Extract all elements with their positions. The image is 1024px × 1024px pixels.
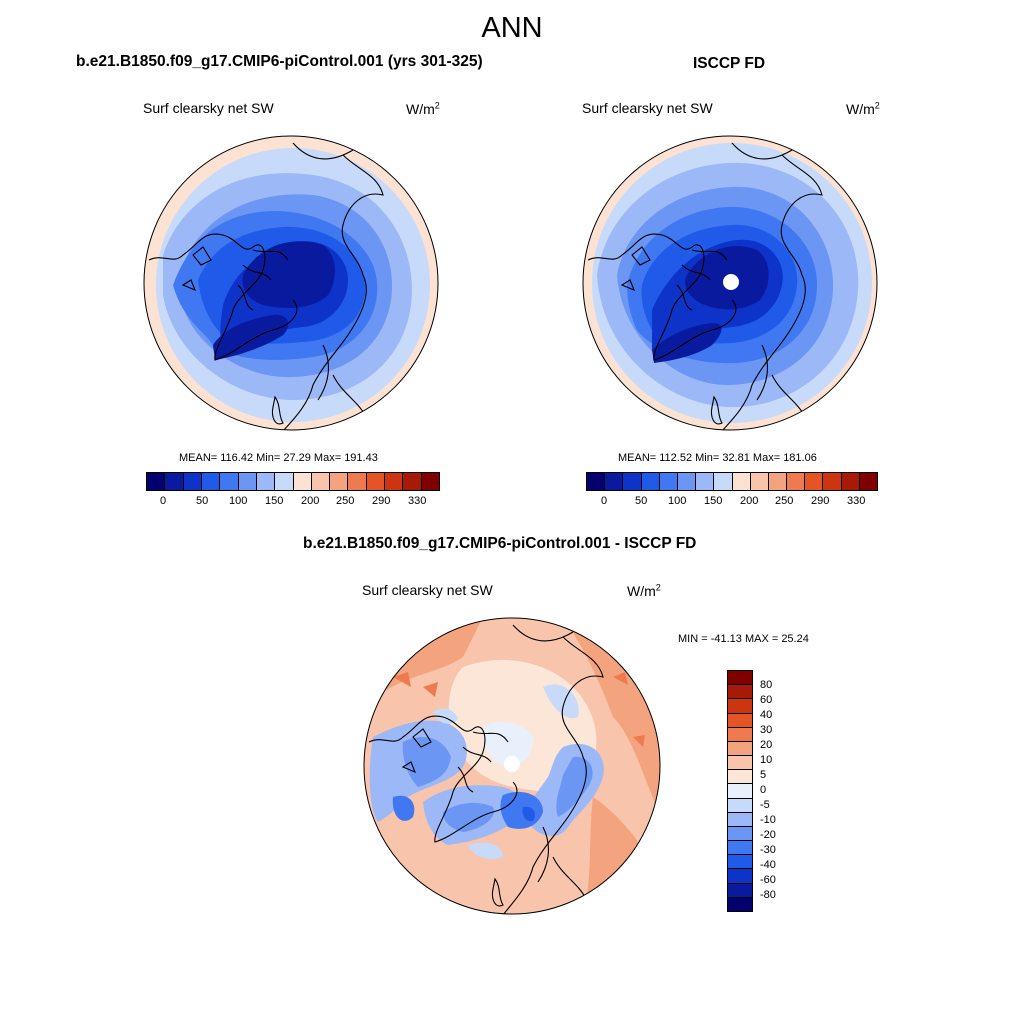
diff-colorbar-swatch (728, 685, 752, 700)
model-colorbar-swatch (311, 473, 331, 490)
obs-colorbar-tick: 0 (601, 495, 608, 507)
model-colorbar-swatch (256, 473, 276, 490)
obs-colorbar-swatch (859, 473, 877, 490)
model-colorbar-tick: 250 (336, 495, 355, 507)
model-colorbar-swatch (238, 473, 257, 490)
obs-colorbar-swatch (641, 473, 660, 490)
diff-colorbar-swatch (728, 897, 752, 911)
model-colorbar-swatch (403, 473, 422, 490)
model-colorbar-swatch (201, 473, 221, 490)
obs-stats: MEAN= 112.52 Min= 32.81 Max= 181.06 (618, 452, 817, 464)
diff-polar-map (363, 617, 661, 915)
diff-colorbar-swatch (728, 784, 752, 799)
model-polar-map (143, 135, 439, 431)
obs-colorbar-swatch (605, 473, 624, 490)
obs-colorbar-tick: 290 (811, 495, 830, 507)
model-colorbar-tick: 50 (196, 495, 209, 507)
model-colorbar-swatch (165, 473, 184, 490)
model-colorbar-swatch (348, 473, 367, 490)
diff-colorbar-swatch (728, 855, 752, 870)
diff-colorbar-tick: -80 (760, 889, 776, 901)
diff-colorbar-swatch (728, 883, 752, 898)
diff-colorbar-tick: -60 (760, 874, 776, 886)
diff-colorbar-swatch (728, 741, 752, 757)
diff-colorbar-swatch (728, 699, 752, 714)
obs-colorbar-tick: 330 (847, 495, 866, 507)
diff-colorbar-swatch (728, 727, 752, 742)
model-colorbar-tick: 290 (372, 495, 391, 507)
obs-colorbar-swatch (696, 473, 715, 490)
model-colorbar-swatch (293, 473, 312, 490)
diff-colorbar-tick: -10 (760, 814, 776, 826)
diff-colorbar-swatch (728, 756, 752, 771)
diff-variable-label: Surf clearsky net SW (362, 582, 493, 598)
model-colorbar-swatch (147, 473, 166, 490)
obs-colorbar-swatch (841, 473, 860, 490)
obs-colorbar-tick: 250 (775, 495, 794, 507)
model-colorbar-swatch (183, 473, 202, 490)
diff-colorbar-swatch (728, 671, 752, 686)
model-colorbar-swatch (220, 473, 239, 490)
diff-colorbar-tick: -20 (760, 829, 776, 841)
obs-colorbar-swatch (768, 473, 788, 490)
obs-colorbar-swatch (750, 473, 769, 490)
obs-colorbar-tick: 100 (668, 495, 687, 507)
diff-colorbar-swatch (728, 770, 752, 785)
obs-polar-map (582, 135, 878, 431)
diff-colorbar-tick: 40 (760, 709, 773, 721)
diff-colorbar-tick: 30 (760, 724, 773, 736)
obs-colorbar-tick: 200 (740, 495, 759, 507)
model-colorbar-tick: 150 (265, 495, 284, 507)
model-stats: MEAN= 116.42 Min= 27.29 Max= 191.43 (179, 452, 378, 464)
model-colorbar-swatch (385, 473, 404, 490)
obs-colorbar-swatch (805, 473, 824, 490)
model-colorbar-swatch (330, 473, 349, 490)
diff-colorbar-tick: -30 (760, 844, 776, 856)
model-case-title: b.e21.B1850.f09_g17.CMIP6-piControl.001 … (76, 53, 483, 70)
diff-colorbar-tick: 20 (760, 739, 773, 751)
obs-units: W/m2 (846, 100, 880, 117)
obs-colorbar-swatch (823, 473, 842, 490)
model-colorbar-swatch (275, 473, 294, 490)
diff-colorbar-tick: -5 (760, 799, 770, 811)
diff-colorbar-swatch (728, 869, 752, 884)
diff-colorbar-swatch (728, 798, 752, 813)
model-colorbar-swatch (366, 473, 386, 490)
obs-colorbar-swatch (659, 473, 678, 490)
obs-colorbar-swatch (587, 473, 606, 490)
model-colorbar (146, 472, 440, 491)
diff-colorbar-tick: -40 (760, 859, 776, 871)
obs-colorbar-tick: 150 (704, 495, 723, 507)
model-colorbar-tick: 330 (408, 495, 427, 507)
obs-case-title: ISCCP FD (693, 55, 766, 72)
diff-colorbar-tick: 0 (760, 784, 767, 796)
model-colorbar-tick: 200 (301, 495, 320, 507)
diff-colorbar-swatch (728, 713, 752, 728)
obs-variable-label: Surf clearsky net SW (582, 100, 713, 116)
obs-colorbar-tick: 50 (635, 495, 648, 507)
obs-colorbar-swatch (714, 473, 733, 490)
obs-colorbar (586, 472, 878, 491)
model-colorbar-tick: 0 (160, 495, 167, 507)
model-colorbar-swatch (421, 473, 439, 490)
figure-title: ANN (481, 12, 543, 44)
obs-colorbar-swatch (677, 473, 697, 490)
diff-colorbar (727, 670, 753, 912)
obs-colorbar-swatch (732, 473, 751, 490)
model-units: W/m2 (406, 100, 440, 117)
diff-units: W/m2 (627, 582, 661, 599)
diff-colorbar-tick: 5 (760, 769, 767, 781)
obs-colorbar-swatch (623, 473, 642, 490)
model-variable-label: Surf clearsky net SW (143, 100, 274, 116)
diff-colorbar-swatch (728, 826, 752, 842)
diff-colorbar-tick: 60 (760, 694, 773, 706)
diff-stats: MIN = -41.13 MAX = 25.24 (678, 633, 809, 645)
diff-colorbar-swatch (728, 812, 752, 827)
diff-colorbar-swatch (728, 841, 752, 856)
model-colorbar-tick: 100 (229, 495, 248, 507)
diff-case-title: b.e21.B1850.f09_g17.CMIP6-piControl.001 … (303, 535, 697, 552)
diff-colorbar-tick: 10 (760, 754, 773, 766)
obs-colorbar-swatch (787, 473, 806, 490)
diff-colorbar-tick: 80 (760, 679, 773, 691)
